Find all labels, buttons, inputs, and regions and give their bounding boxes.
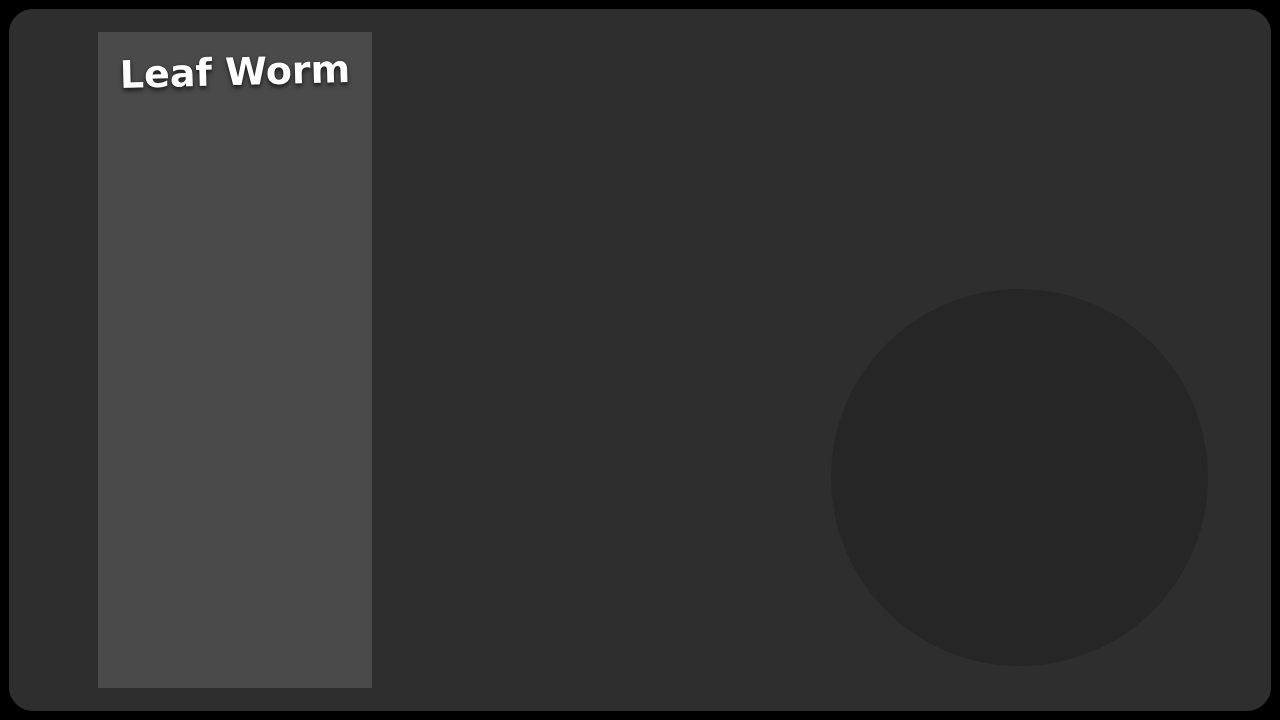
joystick-area[interactable]: [831, 289, 1208, 666]
game-title: Leaf Worm: [119, 46, 351, 98]
side-panel: Leaf Worm: [98, 32, 372, 688]
game-screen[interactable]: Leaf Worm: [9, 9, 1271, 711]
